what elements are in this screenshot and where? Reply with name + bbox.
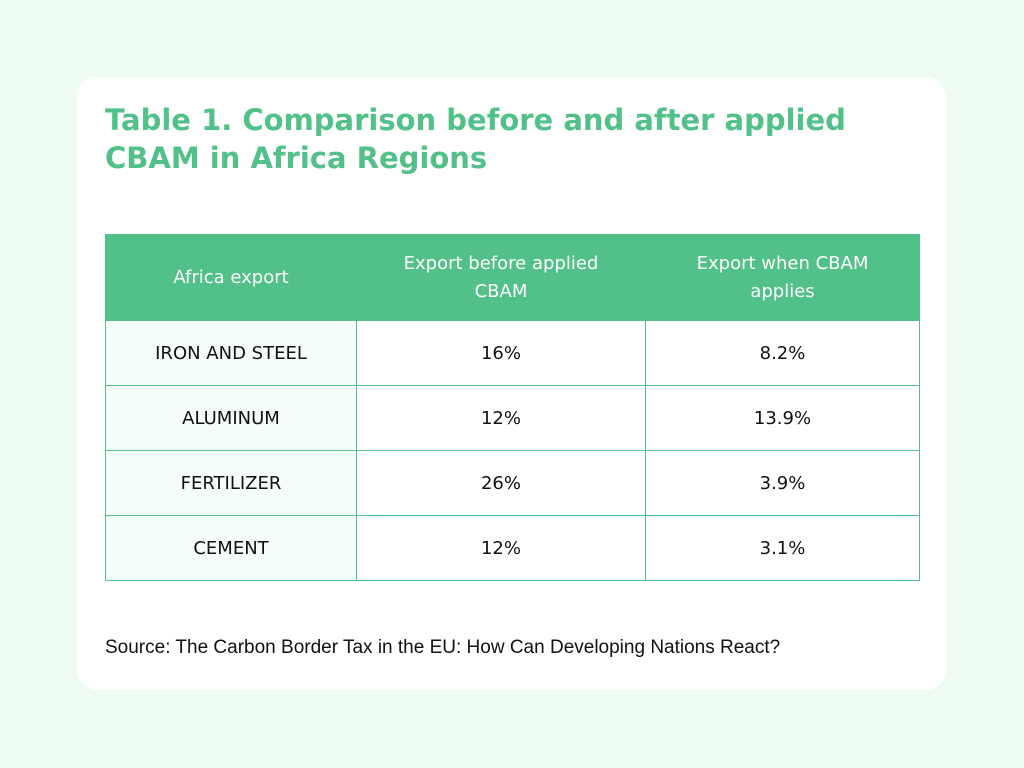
cell-export-before: 16% [356, 320, 646, 386]
cell-export-before: 12% [356, 515, 646, 581]
column-header-africa-export: Africa export [105, 234, 357, 321]
table-row: IRON AND STEEL 16% 8.2% [105, 320, 920, 386]
cell-export-after: 3.9% [645, 450, 920, 516]
cell-export-before: 12% [356, 385, 646, 451]
cell-product: CEMENT [105, 515, 357, 581]
comparison-table: Africa export Export before applied CBAM… [105, 234, 920, 581]
cell-product: FERTILIZER [105, 450, 357, 516]
cell-export-after: 8.2% [645, 320, 920, 386]
table-card: Table 1. Comparison before and after app… [77, 77, 946, 690]
table-row: FERTILIZER 26% 3.9% [105, 450, 920, 516]
cell-export-after: 3.1% [645, 515, 920, 581]
cell-export-after: 13.9% [645, 385, 920, 451]
column-header-export-after: Export when CBAM applies [645, 234, 920, 321]
cell-product: IRON AND STEEL [105, 320, 357, 386]
table-row: ALUMINUM 12% 13.9% [105, 385, 920, 451]
cell-product: ALUMINUM [105, 385, 357, 451]
source-note: Source: The Carbon Border Tax in the EU:… [105, 637, 781, 658]
cell-export-before: 26% [356, 450, 646, 516]
table-header-row: Africa export Export before applied CBAM… [105, 234, 920, 321]
column-header-export-before: Export before applied CBAM [356, 234, 646, 321]
table-row: CEMENT 12% 3.1% [105, 515, 920, 581]
table-title: Table 1. Comparison before and after app… [105, 103, 846, 175]
